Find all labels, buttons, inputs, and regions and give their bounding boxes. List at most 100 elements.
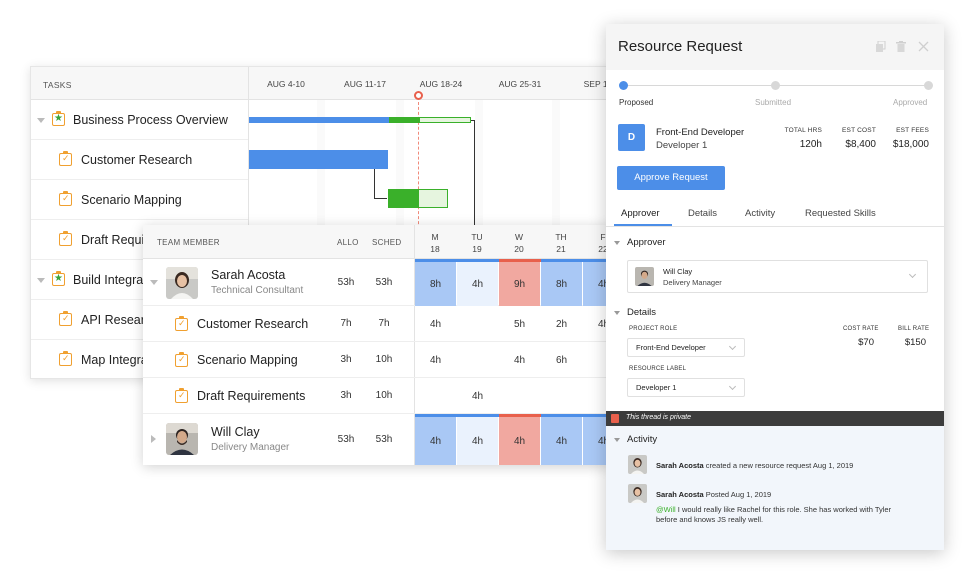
task-row-scenario-mapping[interactable]: Scenario Mapping [31,180,248,220]
allo-value: 3h [340,390,352,401]
sched-header[interactable]: SCHED [372,238,402,247]
day-cell[interactable]: 8h [415,262,456,306]
activity-feed: Activity Sarah Acosta created a new reso… [606,426,944,550]
task-check-icon [175,388,188,403]
day-cell[interactable]: 4h [457,417,498,465]
details-section-title[interactable]: Details [627,307,657,318]
tab-approver[interactable]: Approver [621,208,660,219]
team-member-header[interactable]: TEAM MEMBER [157,238,220,247]
day-dow: TU [471,232,483,242]
day-cell[interactable]: 4h [457,262,498,306]
day-cell[interactable]: 4h [429,318,442,330]
copy-icon[interactable] [876,40,887,52]
day-cell[interactable] [457,306,498,342]
task-row-business-process[interactable]: Business Process Overview [31,100,248,140]
allo-header[interactable]: ALLO [337,238,359,247]
stat-label-est-cost: EST COST [842,127,876,134]
bill-rate-value: $150 [904,337,926,348]
message-line: before and knows JS really well. [656,515,764,524]
activity-author[interactable]: Sarah Acosta [656,490,704,499]
day-header-fri: F 22 [582,231,611,255]
day-cell[interactable]: 4h [471,390,484,402]
chevron-down-icon [728,342,737,351]
activity-text: Posted Aug 1, 2019 [703,490,772,499]
day-cell[interactable] [457,342,498,378]
task-row-scenario-mapping[interactable]: Scenario Mapping 3h 10h 4h 4h 6h [143,342,611,378]
task-name: Scenario Mapping [197,353,298,367]
tab-requested-skills[interactable]: Requested Skills [805,208,876,219]
day-header-mon: M 18 [414,231,456,255]
task-check-icon [59,311,72,326]
activity-author[interactable]: Sarah Acosta [656,461,704,470]
day-cell[interactable]: 2h [555,318,568,330]
day-cell[interactable]: 4h [597,318,610,330]
gantt-bar-scenario-remaining[interactable] [418,189,448,208]
cost-rate-value: $70 [858,337,874,348]
gantt-header: TASKS AUG 4-10 AUG 11-17 AUG 18-24 AUG 2… [31,67,619,100]
day-cell[interactable]: 4h [513,354,526,366]
trash-icon[interactable] [896,41,907,52]
gantt-bar-scenario-done[interactable] [388,189,418,208]
approver-avatar [635,267,654,286]
role-badge: D [618,124,645,151]
task-name: Draft Requirements [197,389,306,403]
person-row-will-clay[interactable]: Will Clay Delivery Manager 53h 53h 4h 4h… [143,414,611,465]
day-cell[interactable]: 4h [429,354,442,366]
tab-activity[interactable]: Activity [745,208,776,219]
day-cell[interactable]: 8h [541,262,582,306]
task-check-icon [59,231,72,246]
activity-avatar [628,484,647,503]
section-caret-icon[interactable] [614,241,620,245]
gantt-bar-overview-green[interactable] [389,117,419,123]
day-cell[interactable]: 4h [415,417,456,465]
project-role-select[interactable]: Front-End Developer [627,338,745,357]
gantt-bar-overview-blue[interactable] [249,117,389,123]
task-row-api-research[interactable]: API Research [31,300,248,340]
mention-link[interactable]: @Will [656,505,676,514]
day-dow: W [514,232,524,242]
bill-rate-label: BILL RATE [898,326,930,332]
day-cell[interactable] [499,378,540,414]
table-divider [414,225,415,465]
overalloc-indicator [499,414,541,417]
gantt-bar-customer-research[interactable] [249,150,388,169]
allo-value: 53h [337,277,355,288]
gantt-bar-overview-remaining[interactable] [419,117,471,123]
day-cell-overallocated[interactable]: 9h [499,262,540,306]
person-row-sarah-acosta[interactable]: Sarah Acosta Technical Consultant 53h 53… [143,259,611,306]
activity-section-title[interactable]: Activity [627,434,658,445]
collapse-caret-icon[interactable] [37,278,45,283]
avatar-will-clay [166,423,198,455]
day-cell[interactable] [415,378,456,414]
collapse-caret-icon[interactable] [150,280,158,285]
dependency-connector [471,120,475,121]
task-row-customer-research[interactable]: Customer Research 7h 7h 4h 5h 2h 4h [143,306,611,342]
approve-request-button[interactable]: Approve Request [617,166,725,190]
alloc-indicator [415,414,499,417]
person-name: Sarah Acosta [211,268,286,282]
approver-select[interactable]: Will Clay Delivery Manager [627,260,928,293]
collapse-caret-icon[interactable] [37,118,45,123]
day-cell[interactable] [541,378,582,414]
approver-section-title[interactable]: Approver [627,237,666,248]
section-caret-icon[interactable] [614,438,620,442]
day-cell[interactable]: 5h [513,318,526,330]
day-cell[interactable]: 6h [555,354,568,366]
task-row-customer-research[interactable]: Customer Research [31,140,248,180]
role-label: Developer 1 [656,140,708,151]
today-marker-icon[interactable] [414,91,423,100]
day-header-thu: TH 21 [540,231,582,255]
expand-caret-icon[interactable] [151,435,156,443]
task-row-draft-requirements[interactable]: Draft Requirements 3h 10h 4h [143,378,611,414]
day-cell[interactable]: 4h [541,417,582,465]
resource-request-panel: Resource Request Proposed Submitted Appr… [606,24,944,550]
resource-label-label: RESOURCE LABEL [629,366,687,372]
panel-title: Resource Request [618,38,743,55]
tab-details[interactable]: Details [688,208,718,219]
avatar-sarah-acosta [166,267,198,299]
close-icon[interactable] [918,41,929,52]
day-cell-overallocated[interactable]: 4h [499,417,540,465]
resource-label-select[interactable]: Developer 1 [627,378,745,397]
section-caret-icon[interactable] [614,311,620,315]
dependency-connector [374,169,375,199]
